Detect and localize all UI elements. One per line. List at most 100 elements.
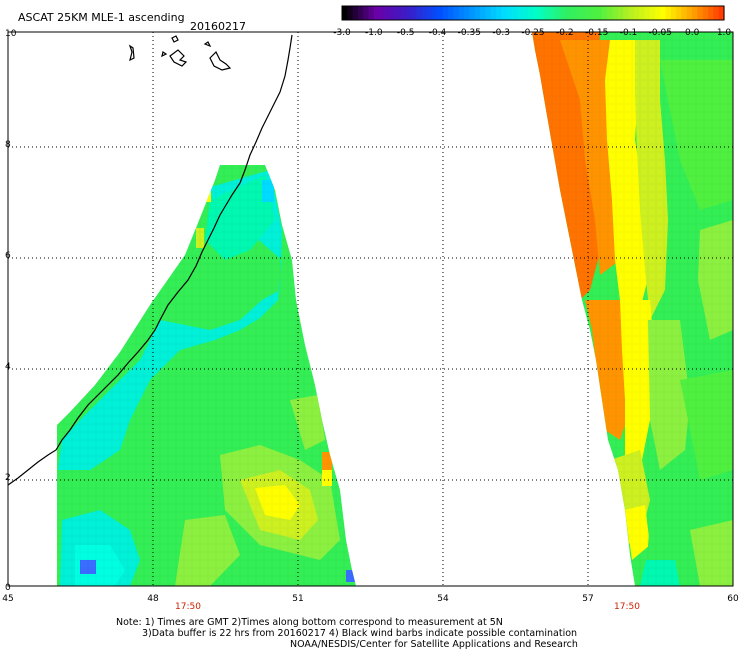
colorbar-swatch <box>612 6 619 20</box>
colorbar-swatch <box>517 6 523 20</box>
colorbar-swatch <box>442 6 449 20</box>
colorbar-swatch <box>384 6 391 20</box>
colorbar-swatch <box>368 6 375 20</box>
time-label-left: 17:50 <box>175 602 201 612</box>
colorbar-tick-label: -0.4 <box>429 28 447 38</box>
colorbar-swatch <box>655 6 661 20</box>
colorbar-swatch <box>474 6 481 20</box>
colorbar-swatch <box>426 6 433 20</box>
colorbar <box>341 5 725 21</box>
colorbar-swatch <box>554 6 561 20</box>
colorbar-swatch <box>559 6 566 20</box>
note-line-3: NOAA/NESDIS/Center for Satellite Applica… <box>290 639 578 650</box>
colorbar-tick-label: -0.35 <box>458 28 481 38</box>
colorbar-swatch <box>596 6 603 20</box>
colorbar-swatch <box>670 6 677 20</box>
colorbar-swatch <box>527 6 534 20</box>
time-label-right: 17:50 <box>614 602 640 612</box>
colorbar-swatch <box>342 6 348 20</box>
colorbar-swatch <box>352 6 359 20</box>
colorbar-swatch <box>639 6 646 20</box>
colorbar-swatch <box>538 6 545 20</box>
colorbar-swatch <box>479 6 486 20</box>
colorbar-swatch <box>628 6 635 20</box>
colorbar-swatch <box>405 6 412 20</box>
x-tick-label: 60 <box>727 594 739 604</box>
colorbar-swatch <box>437 6 444 20</box>
colorbar-tick-label: -0.5 <box>397 28 415 38</box>
colorbar-swatch <box>607 6 614 20</box>
colorbar-swatch <box>389 6 396 20</box>
colorbar-tick-label: 1.0 <box>717 28 732 38</box>
colorbar-swatch <box>495 6 502 20</box>
colorbar-swatch <box>660 6 667 20</box>
colorbar-swatch <box>453 6 460 20</box>
colorbar-swatch <box>718 6 725 20</box>
coastline <box>7 34 293 486</box>
colorbar-swatch <box>416 6 423 20</box>
colorbar-swatch <box>379 6 386 20</box>
colorbar-tick-labels: -3.0 -1.0 -0.5 -0.4 -0.35 -0.3 -0.25 -0.2 -0.15 -… <box>333 28 731 38</box>
left-swath <box>57 165 356 586</box>
y-axis-tick-labels: 0 2 4 6 8 10 <box>5 29 17 593</box>
colorbar-swatch <box>617 6 624 20</box>
colorbar-swatch <box>522 6 529 20</box>
colorbar-swatch <box>649 6 656 20</box>
colorbar-swatch <box>410 6 417 20</box>
colorbar-tick-label: -0.3 <box>492 28 510 38</box>
colorbar-swatch <box>458 6 465 20</box>
colorbar-swatch <box>676 6 683 20</box>
colorbar-swatch <box>501 6 508 20</box>
colorbar-frame <box>341 5 725 21</box>
note-line-2: 3)Data buffer is 22 hrs from 20160217 4)… <box>142 628 577 639</box>
colorbar-swatch <box>464 6 470 20</box>
colorbar-swatch <box>469 6 476 20</box>
x-axis-tick-labels: 45 48 51 54 57 60 <box>2 594 739 604</box>
colorbar-swatch <box>702 6 709 20</box>
note-line-1: Note: 1) Times are GMT 2)Times along bot… <box>116 617 503 628</box>
colorbar-swatch <box>713 6 720 20</box>
x-tick-label: 48 <box>147 594 159 604</box>
colorbar-swatch <box>373 6 380 20</box>
colorbar-swatch <box>548 6 555 20</box>
colorbar-swatch <box>421 6 428 20</box>
colorbar-swatch <box>570 6 577 20</box>
colorbar-swatch <box>591 6 598 20</box>
colorbar-swatch <box>564 6 571 20</box>
colorbar-swatch <box>644 6 651 20</box>
colorbar-tick-label: -0.1 <box>620 28 638 38</box>
colorbar-swatch <box>633 6 640 20</box>
colorbar-swatch <box>543 6 550 20</box>
colorbar-swatch <box>448 6 455 20</box>
colorbar-tick-label: -0.25 <box>521 28 544 38</box>
x-tick-label: 54 <box>437 594 449 604</box>
colorbar-tick-label: -1.0 <box>365 28 383 38</box>
y-tick-label: 8 <box>5 140 11 150</box>
y-tick-label: 0 <box>5 583 11 593</box>
colorbar-swatch <box>357 6 364 20</box>
y-tick-label: 4 <box>5 362 11 372</box>
y-tick-label: 2 <box>5 473 11 483</box>
map-frame <box>7 31 734 587</box>
colorbar-swatch <box>511 6 518 20</box>
graticule <box>8 32 733 586</box>
colorbar-swatch <box>708 6 714 20</box>
map-date: 20160217 <box>190 20 246 33</box>
colorbar-swatch <box>485 6 492 20</box>
colorbar-tick-label: -0.15 <box>585 28 608 38</box>
colorbar-swatch <box>686 6 693 20</box>
colorbar-swatch <box>395 6 401 20</box>
colorbar-swatch <box>665 6 672 20</box>
colorbar-tick-label: -0.05 <box>649 28 672 38</box>
colorbar-swatch <box>623 6 630 20</box>
x-tick-label: 51 <box>292 594 303 604</box>
colorbar-swatch <box>681 6 688 20</box>
right-swath <box>532 32 733 586</box>
colorbar-swatch <box>586 6 592 20</box>
x-tick-label: 57 <box>582 594 593 604</box>
colorbar-swatch <box>692 6 699 20</box>
x-tick-label: 45 <box>2 594 13 604</box>
colorbar-swatch <box>506 6 513 20</box>
colorbar-swatch <box>490 6 497 20</box>
